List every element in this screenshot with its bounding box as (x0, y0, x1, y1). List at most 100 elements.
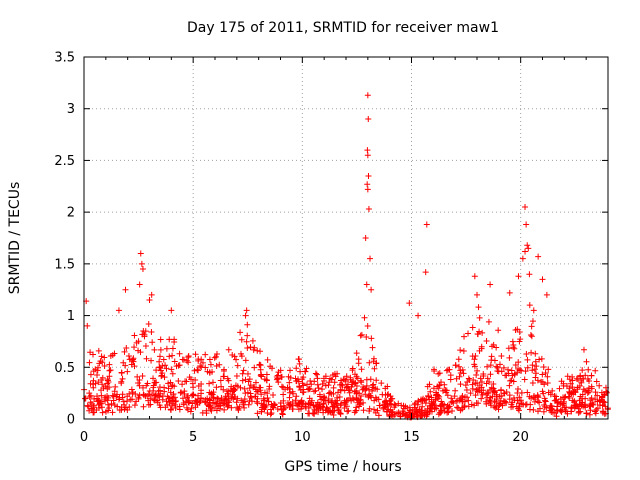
data-point (246, 385, 253, 392)
x-tick-label: 15 (403, 430, 420, 445)
data-point (509, 338, 516, 345)
data-point (320, 393, 327, 400)
data-point (197, 398, 204, 405)
data-point (486, 386, 493, 393)
data-point (122, 362, 129, 369)
data-point (161, 384, 168, 391)
data-point (119, 375, 126, 382)
data-point (496, 361, 503, 368)
data-point (299, 380, 306, 387)
data-point (148, 328, 155, 335)
data-point (192, 351, 199, 358)
data-point (472, 352, 479, 359)
data-point (429, 401, 436, 408)
data-point (217, 405, 224, 412)
data-point (593, 407, 600, 414)
data-point (85, 403, 92, 410)
data-point (512, 327, 519, 334)
data-point (94, 372, 101, 379)
data-point (592, 410, 599, 417)
data-point (516, 394, 523, 401)
data-point (510, 344, 517, 351)
data-point (157, 346, 164, 353)
data-point (415, 312, 422, 319)
data-point (129, 357, 136, 364)
data-point (166, 353, 173, 360)
data-point (320, 406, 327, 413)
data-point (193, 399, 200, 406)
data-point (161, 374, 168, 381)
data-point (356, 390, 363, 397)
data-point (508, 367, 515, 374)
data-point (493, 363, 500, 370)
data-point (113, 393, 120, 400)
data-point (365, 206, 372, 213)
data-point (129, 389, 136, 396)
data-point (532, 358, 539, 365)
data-point (282, 386, 289, 393)
data-point (115, 307, 122, 314)
data-point (108, 400, 115, 407)
data-point (145, 321, 152, 328)
data-point (409, 406, 416, 413)
data-point (146, 297, 153, 304)
data-point (176, 350, 183, 357)
data-point (435, 385, 442, 392)
data-point (349, 365, 356, 372)
data-point (423, 221, 430, 228)
data-point (444, 392, 451, 399)
data-point (533, 363, 540, 370)
data-point (208, 391, 215, 398)
data-point (363, 333, 370, 340)
data-point (561, 394, 568, 401)
data-point (529, 379, 536, 386)
data-point (228, 404, 235, 411)
data-point (374, 386, 381, 393)
data-point (100, 385, 107, 392)
data-point (585, 389, 592, 396)
data-point (564, 373, 571, 380)
data-point (518, 400, 525, 407)
data-point (526, 271, 533, 278)
y-tick-label: 3.5 (54, 51, 75, 66)
data-point (190, 392, 197, 399)
data-point (233, 356, 240, 363)
data-point (446, 366, 453, 373)
data-point (369, 382, 376, 389)
data-point (187, 408, 194, 415)
data-point (181, 388, 188, 395)
data-point (336, 394, 343, 401)
data-point (156, 364, 163, 371)
data-point (198, 387, 205, 394)
data-point (331, 379, 338, 386)
data-point (298, 397, 305, 404)
data-point (111, 402, 118, 409)
data-point (353, 350, 360, 357)
data-point (123, 344, 130, 351)
data-point (476, 314, 483, 321)
data-point (364, 147, 371, 154)
data-point (98, 353, 105, 360)
data-point (223, 396, 230, 403)
data-point (406, 300, 413, 307)
data-point (465, 330, 472, 337)
data-point (330, 384, 337, 391)
data-point (88, 405, 95, 412)
data-point (156, 353, 163, 360)
data-point (547, 391, 554, 398)
data-point (579, 375, 586, 382)
data-point (143, 382, 150, 389)
data-point (167, 406, 174, 413)
data-point (221, 373, 228, 380)
data-point (588, 395, 595, 402)
data-point (308, 397, 315, 404)
data-point (479, 391, 486, 398)
data-point (182, 398, 189, 405)
data-point (459, 404, 466, 411)
data-point (319, 381, 326, 388)
data-point (467, 390, 474, 397)
data-point (478, 384, 485, 391)
data-point (382, 399, 389, 406)
data-point (539, 388, 546, 395)
data-point (257, 372, 264, 379)
